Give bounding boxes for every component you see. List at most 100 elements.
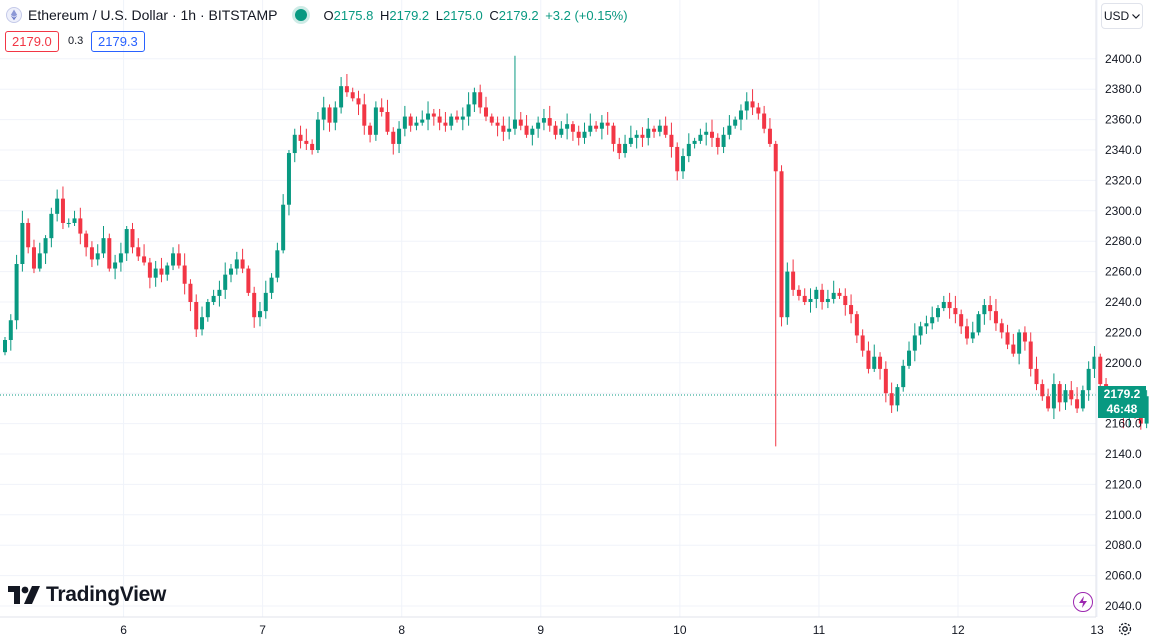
price-tick-label: 2320.0 (1105, 173, 1142, 187)
candle (78, 207, 83, 245)
candle-body (692, 140, 697, 144)
candle (779, 165, 784, 327)
candle (796, 285, 801, 301)
candle (455, 110, 460, 123)
candle-body (669, 134, 674, 147)
candle-body (130, 229, 135, 248)
candle-body (814, 289, 819, 299)
candle (1080, 385, 1085, 412)
candle-body (176, 253, 181, 266)
candle-body (582, 131, 587, 138)
candle-body (588, 125, 593, 132)
candle-body (698, 134, 703, 141)
currency-selector[interactable]: USD (1101, 3, 1143, 29)
chart-header: Ethereum / U.S. Dollar · 1h · BITSTAMP O… (6, 5, 631, 25)
candle-body (252, 292, 257, 318)
candle-body (257, 311, 262, 318)
candle (275, 242, 280, 283)
candle-body (565, 124, 570, 129)
last-price-label: 2179.2 46:48 (1098, 386, 1146, 418)
candle (391, 127, 396, 155)
candle (55, 189, 60, 222)
candle-body (171, 253, 176, 266)
candle-body (379, 107, 384, 112)
candle (831, 280, 836, 304)
candle (66, 218, 71, 228)
candle (292, 128, 297, 163)
candle (269, 273, 274, 299)
price-tick-label: 2040.0 (1105, 599, 1142, 613)
candle-body (681, 156, 686, 172)
candle-body (843, 295, 848, 306)
candle-body (14, 264, 19, 321)
lightning-icon[interactable] (1073, 592, 1093, 612)
candle-body (402, 116, 407, 129)
candle-body (878, 356, 883, 369)
candle-body (657, 125, 662, 132)
settings-gear-icon[interactable] (1117, 621, 1133, 637)
high-value: 2179.2 (389, 7, 430, 23)
price-axis[interactable]: 2040.0 2060.0 2080.0 2100.0 2120.0 2140.0 2160… (1095, 0, 1142, 617)
candle (426, 101, 431, 131)
candle (599, 115, 604, 140)
candle (362, 93, 367, 135)
candle-body (1040, 384, 1045, 397)
buy-price-button[interactable]: 2179.3 (91, 31, 145, 52)
candle (8, 314, 13, 351)
candle-body (808, 298, 813, 302)
candle (130, 222, 135, 254)
candle (124, 226, 129, 261)
candle (142, 244, 147, 266)
bar-countdown: 46:48 (1106, 402, 1138, 416)
candle-body (1057, 384, 1062, 403)
candle-body (1063, 390, 1068, 403)
candle-body (55, 198, 60, 214)
candle (646, 118, 651, 146)
candle (767, 118, 772, 147)
candle (814, 286, 819, 309)
price-tick-label: 2340.0 (1105, 143, 1142, 157)
candle-body (849, 305, 854, 315)
candle (565, 113, 570, 140)
candle (182, 253, 187, 295)
candle-body (924, 323, 929, 327)
candle-body (941, 302, 946, 309)
candle (686, 133, 691, 163)
candle (518, 112, 523, 131)
time-tick-label: 13 (1090, 623, 1104, 637)
symbol-title[interactable]: Ethereum / U.S. Dollar · 1h · BITSTAMP (28, 7, 278, 23)
time-axis[interactable]: 6 7 8 9 10 11 12 13 (0, 616, 1104, 637)
candle-body (709, 131, 714, 138)
candle-body (483, 107, 488, 117)
candle-body (918, 326, 923, 336)
candle (310, 139, 315, 155)
candle (200, 306, 205, 336)
candle-body (211, 295, 216, 302)
close-value: 2179.2 (498, 7, 539, 23)
candle-body (339, 86, 344, 108)
candle (547, 105, 552, 132)
price-tick-label: 2200.0 (1105, 356, 1142, 370)
candle (153, 260, 158, 287)
candle-body (721, 134, 726, 147)
candle (252, 286, 257, 328)
tradingview-logo[interactable]: TradingView (8, 583, 166, 607)
candlestick-series (3, 55, 1149, 447)
candle-body (217, 289, 222, 296)
candle (217, 280, 222, 307)
price-tick-label: 2120.0 (1105, 477, 1142, 491)
candle (993, 298, 998, 331)
candle-body (756, 107, 761, 114)
candle-body (37, 253, 42, 269)
candle (1017, 329, 1022, 365)
candle (31, 239, 36, 274)
candle (669, 122, 674, 158)
price-tick-label: 2220.0 (1105, 325, 1142, 339)
candle (397, 121, 402, 154)
sell-price-button[interactable]: 2179.0 (5, 31, 59, 52)
candle-body (599, 122, 604, 129)
candle-body (292, 134, 297, 154)
candle (1005, 324, 1010, 350)
candle (802, 288, 807, 306)
